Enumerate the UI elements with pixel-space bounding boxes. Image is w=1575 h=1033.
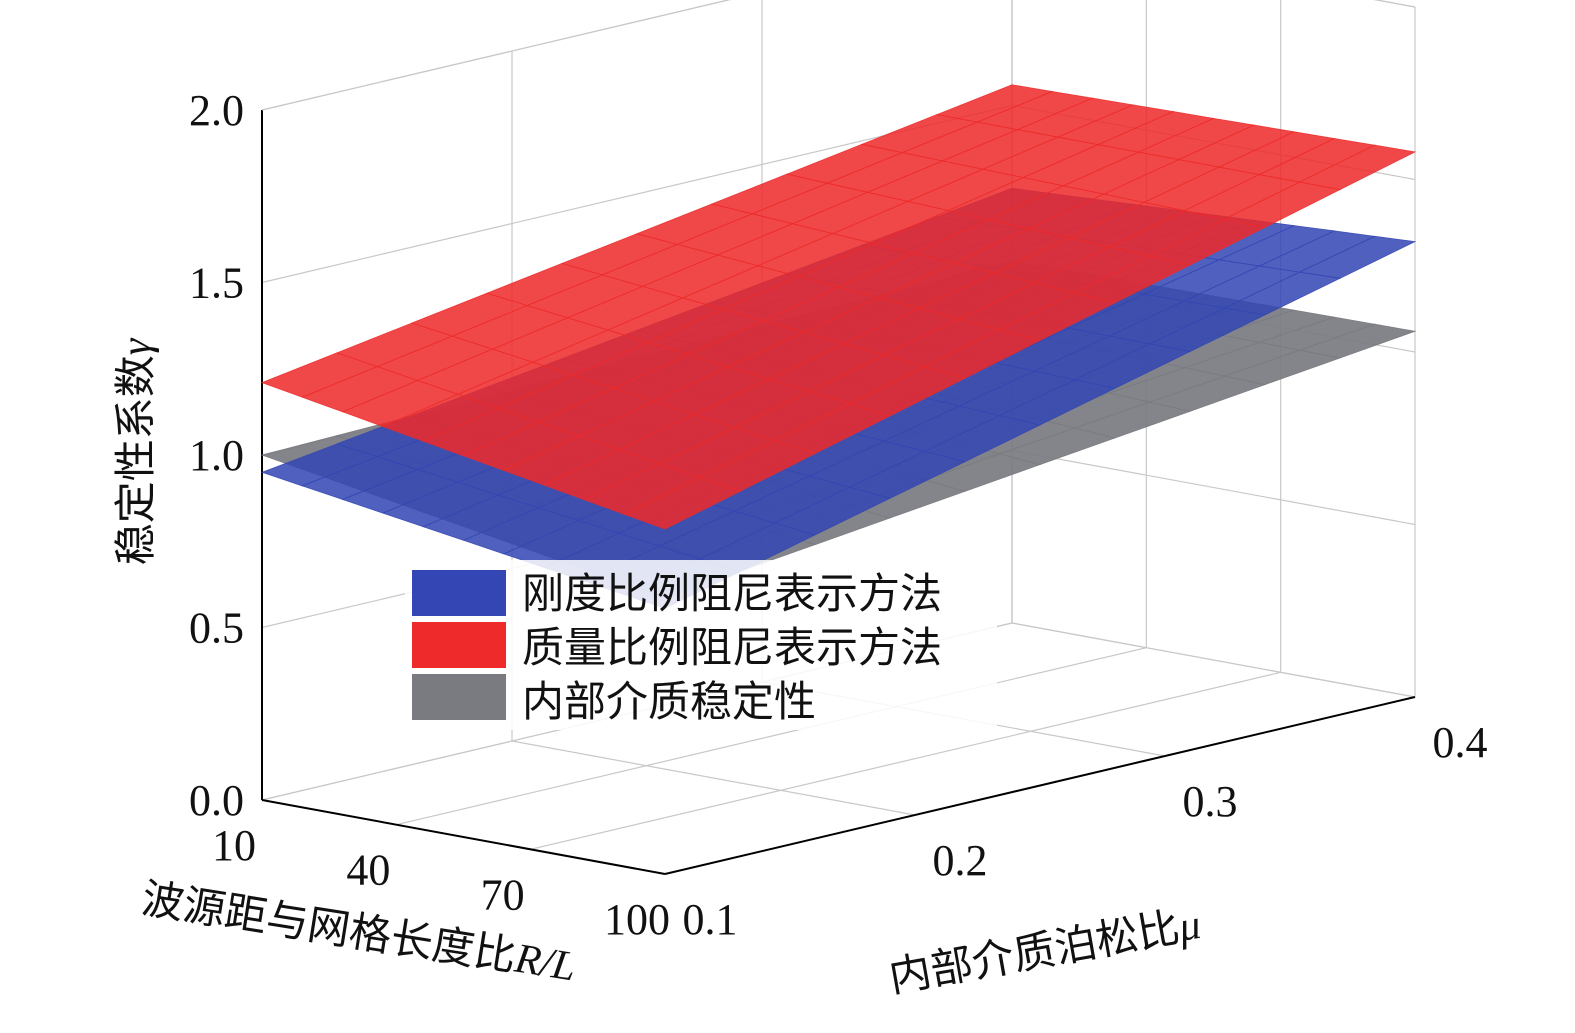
grid-line-back-z — [1373, 0, 1416, 8]
surface-1 — [260, 84, 1417, 530]
z-tick-label: 0.0 — [189, 776, 244, 825]
x-tick-label: 100 — [604, 895, 670, 944]
surface-patch — [1298, 144, 1417, 191]
grid-line-floor-r — [530, 671, 1281, 850]
tick-labels: 0.0 0.5 1.0 1.5 2.0 10 40 70 100 0.1 0.2 0.3 0.4 — [189, 86, 1488, 944]
x-tick-label: 10 — [212, 821, 256, 870]
surfaces — [260, 84, 1417, 609]
y-axis-title: 内部介质泊松比μ — [885, 899, 1204, 1002]
z-tick-label: 1.0 — [189, 431, 244, 480]
z-axis-title: 稳定性系数γ — [111, 337, 160, 565]
z-tick-label: 1.5 — [189, 259, 244, 308]
grid-line-floor-mu — [511, 740, 916, 816]
grid-line-floor-mu — [1011, 622, 1416, 698]
x-tick-label: 40 — [346, 846, 390, 895]
surface-patch — [1298, 235, 1417, 279]
legend-swatch-mass — [412, 622, 506, 668]
x-tick-label: 70 — [481, 870, 525, 919]
y-tick-label: 0.2 — [933, 836, 988, 885]
legend-swatch-stiffness — [412, 570, 506, 616]
y-tick-label: 0.3 — [1183, 777, 1238, 826]
y-axis-line — [664, 696, 1416, 875]
surface-patch — [1298, 323, 1417, 359]
x-axis-line — [261, 799, 666, 875]
y-tick-label: 0.4 — [1433, 718, 1488, 767]
z-tick-label: 2.0 — [189, 86, 244, 135]
grid-line-left-z — [261, 0, 731, 111]
legend-label-internal: 内部介质稳定性 — [522, 677, 816, 726]
y-tick-label: 0.1 — [683, 895, 738, 944]
z-tick-label: 0.5 — [189, 604, 244, 653]
grid-line-floor-r — [396, 647, 1147, 826]
legend-label-stiffness: 刚度比例阻尼表示方法 — [522, 569, 942, 618]
legend-label-mass: 质量比例阻尼表示方法 — [522, 623, 942, 672]
grid-line-back-z — [1011, 449, 1416, 526]
legend: 刚度比例阻尼表示方法 质量比例阻尼表示方法 内部介质稳定性 — [405, 560, 997, 730]
top-left-edge — [261, 0, 731, 111]
top-back-edge — [1373, 0, 1416, 8]
legend-swatch-internal — [412, 674, 506, 720]
